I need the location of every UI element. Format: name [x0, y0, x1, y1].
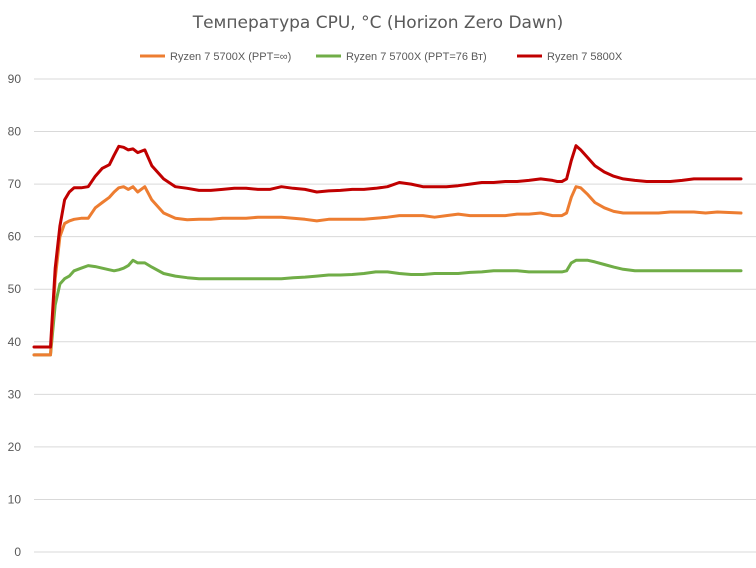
series-line-ppt-76w: [32, 258, 743, 357]
y-tick-label-0: 0: [14, 545, 21, 559]
legend-label-ppt-76w: Ryzen 7 5700X (PPT=76 Вт): [346, 51, 487, 63]
y-tick-label-90: 90: [8, 72, 22, 86]
y-axis-tick-labels: 0 10 20 30 40 50 60 70 80 90: [8, 72, 22, 559]
legend-label-5800x: Ryzen 7 5800X: [547, 51, 623, 63]
legend-label-ppt-unlimited: Ryzen 7 5700X (PPT=∞): [170, 51, 291, 63]
y-tick-label-10: 10: [8, 492, 22, 506]
y-tick-label-20: 20: [8, 440, 22, 454]
y-tick-label-30: 30: [8, 387, 22, 401]
y-tick-label-50: 50: [8, 282, 22, 296]
gridlines: [34, 78, 756, 553]
legend: Ryzen 7 5700X (PPT=∞) Ryzen 7 5700X (PPT…: [140, 51, 623, 63]
y-tick-label-80: 80: [8, 125, 22, 139]
y-tick-label-60: 60: [8, 230, 22, 244]
y-tick-label-40: 40: [8, 335, 22, 349]
chart-title: Температура CPU, °C (Horizon Zero Dawn): [192, 13, 564, 33]
series-line-ppt-unlimited: [32, 185, 743, 357]
series-lines: [32, 144, 743, 357]
y-tick-label-70: 70: [8, 177, 22, 191]
series-line-5800x: [32, 144, 743, 349]
